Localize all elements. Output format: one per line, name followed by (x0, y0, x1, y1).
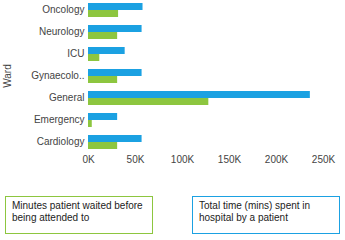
svg-text:Neurology: Neurology (39, 26, 85, 37)
html-text:Total time (mins) spent in hos: Total time (mins) spent in hospital by a… (199, 200, 311, 223)
svg-text:General: General (49, 92, 85, 103)
svg-text:200K: 200K (265, 154, 289, 165)
svg-text:Gynaecolo..: Gynaecolo.. (31, 70, 84, 81)
svg-text:Oncology: Oncology (42, 4, 84, 15)
html-text:Minutes patient waited before: Minutes patient waited before being atte… (12, 200, 143, 223)
svg-text:100K: 100K (171, 154, 195, 165)
svg-text:Cardiology: Cardiology (37, 136, 85, 147)
svg-text:250K: 250K (312, 154, 336, 165)
svg-text:ICU: ICU (67, 48, 84, 59)
svg-text:50K: 50K (127, 154, 145, 165)
svg-text:0K: 0K (82, 154, 95, 165)
svg-text:150K: 150K (218, 154, 242, 165)
svg-text:Ward: Ward (2, 64, 13, 88)
svg-text:Emergency: Emergency (34, 114, 85, 125)
